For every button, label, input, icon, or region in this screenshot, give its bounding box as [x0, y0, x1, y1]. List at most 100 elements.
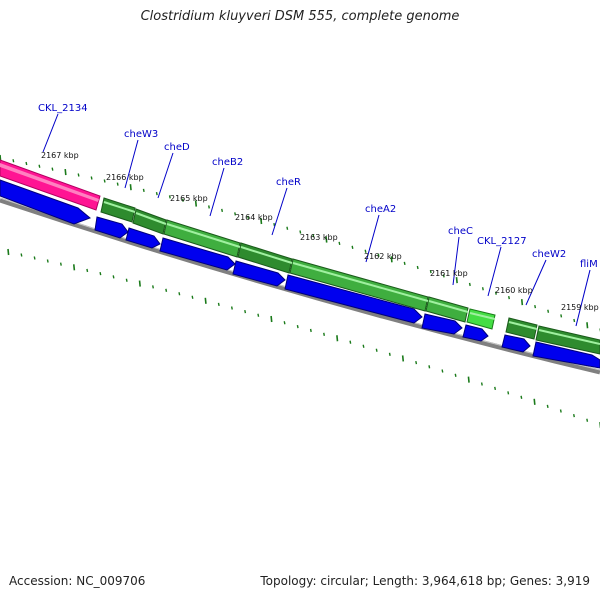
minor-tick [547, 309, 550, 313]
minor-tick [508, 295, 510, 300]
map-title: Clostridium kluyveri DSM 555, complete g… [140, 9, 460, 24]
gene-label-ckl-2127: CKL_2127 [477, 236, 527, 247]
minor-tick [152, 285, 154, 289]
major-tick [401, 355, 405, 362]
gene-label-ched: cheD [164, 142, 190, 153]
label-connectors [42, 113, 591, 327]
cds-arrow [532, 341, 600, 369]
minor-tick [362, 344, 365, 348]
minor-tick [33, 256, 36, 260]
minor-tick [312, 234, 315, 238]
connector-chew3 [124, 139, 139, 189]
gene-bar-shine [103, 201, 600, 345]
kbp-label: 2161 kbp [430, 269, 468, 278]
major-tick [520, 299, 524, 306]
minor-tick [416, 265, 419, 270]
major-tick [7, 248, 10, 256]
minor-tick [208, 205, 210, 209]
minor-tick [77, 173, 80, 177]
minor-tick [142, 188, 145, 193]
minor-tick [165, 288, 168, 292]
minor-tick [534, 305, 537, 309]
minor-tick [168, 195, 171, 199]
kbp-label: 2166 kbp [106, 173, 144, 182]
minor-tick [103, 179, 106, 183]
minor-tick [377, 253, 380, 257]
minor-tick [494, 291, 497, 295]
connector-cher [271, 187, 288, 236]
minor-tick [116, 182, 119, 186]
minor-tick [299, 230, 302, 234]
gene-label-cher: cheR [276, 177, 301, 188]
cds-arrow [284, 274, 423, 324]
major-tick [72, 264, 76, 271]
major-tick [455, 277, 458, 284]
gene-label-flim: fliM [580, 259, 598, 270]
inner-tick-row [7, 248, 600, 429]
gene-label-ckl-2134: CKL_2134 [38, 103, 88, 114]
connector-cheb2 [209, 167, 225, 217]
minor-tick [480, 382, 483, 386]
minor-tick [59, 262, 62, 266]
minor-tick [86, 268, 89, 273]
kbp-label: 2163 kbp [300, 233, 338, 242]
minor-tick [415, 360, 418, 365]
minor-tick [12, 159, 15, 163]
cds-arrow [462, 324, 489, 342]
minor-tick [99, 272, 102, 276]
minor-tick [349, 340, 352, 344]
minor-tick [442, 274, 445, 278]
cds-arrow-group [94, 216, 600, 369]
minor-tick [244, 309, 247, 314]
minor-tick [247, 215, 250, 220]
kbp-labels: 2167 kbp 2166 kbp 2165 kbp 2164 kbp 2163… [41, 151, 599, 312]
major-tick [194, 200, 198, 207]
gene-label-chew3: cheW3 [124, 129, 158, 140]
minor-tick [234, 212, 237, 216]
minor-tick [559, 409, 562, 413]
cds-arrow [125, 227, 161, 249]
minor-tick [403, 261, 406, 266]
connector-chea2 [365, 214, 380, 263]
minor-tick [155, 191, 158, 196]
minor-tick [454, 373, 457, 377]
major-tick [64, 168, 67, 176]
major-tick [336, 335, 339, 342]
connector-flim [575, 269, 591, 327]
minor-tick [560, 314, 563, 318]
kbp-label: 2159 kbp [561, 303, 599, 312]
connector-ckl-2134 [42, 113, 59, 153]
major-tick [129, 184, 132, 191]
kbp-label: 2165 kbp [170, 194, 208, 203]
gene-label-chea2: cheA2 [365, 204, 396, 215]
minor-tick [520, 395, 523, 399]
major-tick [270, 315, 273, 323]
minor-tick [90, 176, 93, 180]
minor-tick [46, 259, 49, 263]
minor-tick [283, 321, 286, 325]
minor-tick [428, 365, 431, 369]
minor-tick [573, 318, 576, 323]
minor-tick [323, 332, 326, 336]
minor-tick [481, 287, 484, 291]
cds-arrow [232, 260, 286, 287]
kbp-label: 2160 kbp [495, 286, 533, 295]
cds-arrow [421, 313, 463, 335]
minor-tick [181, 198, 184, 202]
minor-tick [388, 352, 391, 356]
minor-tick [221, 208, 224, 213]
gene-label-cheb2: cheB2 [212, 157, 243, 168]
minor-tick [125, 278, 128, 282]
minor-tick [573, 413, 575, 418]
gene-bar-group [100, 197, 600, 355]
minor-tick [112, 275, 115, 279]
cds-arrow [501, 334, 531, 353]
minor-tick [51, 167, 54, 171]
minor-tick [364, 249, 367, 253]
minor-tick [338, 241, 341, 246]
minor-tick [286, 226, 289, 230]
minor-tick [273, 222, 276, 227]
minor-tick [309, 328, 312, 333]
gene-label-chew2: cheW2 [532, 249, 566, 260]
